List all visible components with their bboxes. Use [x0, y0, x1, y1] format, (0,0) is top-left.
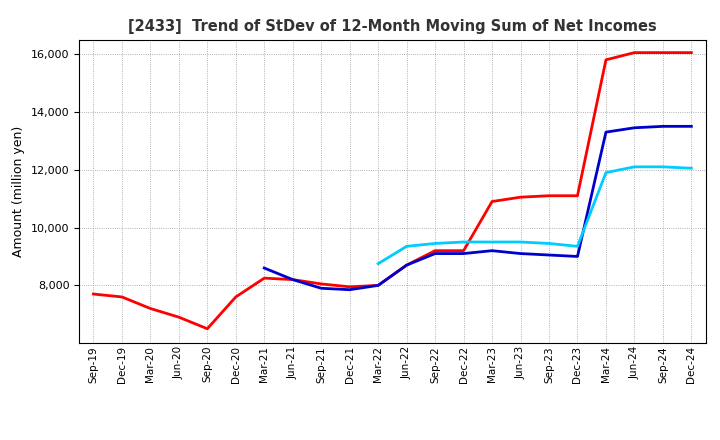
7 Years	[459, 239, 468, 245]
3 Years	[232, 294, 240, 300]
5 Years	[545, 253, 554, 258]
7 Years	[687, 165, 696, 171]
5 Years	[374, 283, 382, 288]
3 Years	[89, 291, 98, 297]
5 Years	[431, 251, 439, 256]
3 Years	[346, 284, 354, 290]
5 Years	[687, 124, 696, 129]
7 Years	[516, 239, 525, 245]
5 Years	[317, 286, 325, 291]
7 Years	[573, 244, 582, 249]
7 Years	[630, 164, 639, 169]
7 Years	[374, 261, 382, 266]
3 Years	[374, 283, 382, 288]
3 Years	[487, 199, 496, 204]
5 Years	[602, 129, 611, 135]
3 Years	[573, 193, 582, 198]
7 Years	[487, 239, 496, 245]
3 Years	[317, 281, 325, 286]
3 Years	[687, 50, 696, 55]
5 Years	[402, 263, 411, 268]
3 Years	[402, 263, 411, 268]
Title: [2433]  Trend of StDev of 12-Month Moving Sum of Net Incomes: [2433] Trend of StDev of 12-Month Moving…	[128, 19, 657, 34]
5 Years	[459, 251, 468, 256]
3 Years	[459, 248, 468, 253]
5 Years	[346, 287, 354, 292]
7 Years	[402, 244, 411, 249]
Line: 5 Years: 5 Years	[264, 126, 691, 290]
Line: 7 Years: 7 Years	[378, 167, 691, 264]
3 Years	[659, 50, 667, 55]
3 Years	[289, 277, 297, 282]
7 Years	[545, 241, 554, 246]
7 Years	[602, 170, 611, 175]
7 Years	[431, 241, 439, 246]
3 Years	[146, 306, 155, 311]
Line: 3 Years: 3 Years	[94, 53, 691, 329]
7 Years	[659, 164, 667, 169]
3 Years	[431, 248, 439, 253]
Y-axis label: Amount (million yen): Amount (million yen)	[12, 126, 25, 257]
3 Years	[260, 275, 269, 281]
3 Years	[174, 315, 183, 320]
5 Years	[260, 265, 269, 271]
3 Years	[602, 57, 611, 62]
5 Years	[573, 254, 582, 259]
5 Years	[487, 248, 496, 253]
5 Years	[516, 251, 525, 256]
5 Years	[630, 125, 639, 130]
3 Years	[545, 193, 554, 198]
5 Years	[659, 124, 667, 129]
3 Years	[630, 50, 639, 55]
3 Years	[516, 194, 525, 200]
5 Years	[289, 277, 297, 282]
3 Years	[117, 294, 126, 300]
3 Years	[203, 326, 212, 331]
